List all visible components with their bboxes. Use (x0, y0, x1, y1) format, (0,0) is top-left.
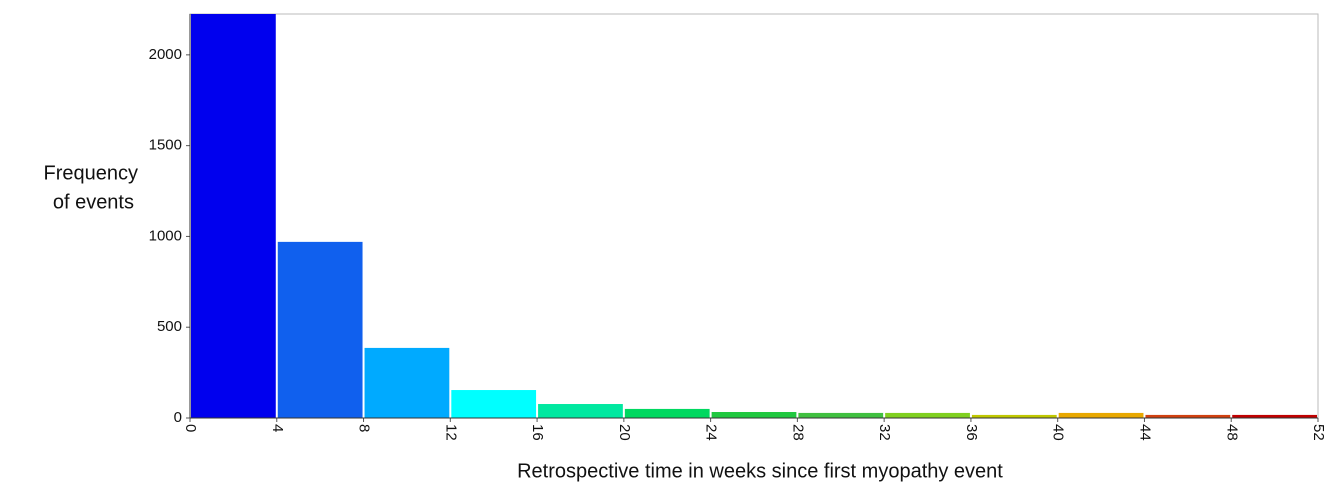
bar (798, 412, 884, 418)
x-tick-label: 20 (616, 424, 633, 441)
y-tick-label: 2000 (149, 46, 182, 63)
y-tick-label: 1000 (149, 227, 182, 244)
x-tick-label: 32 (876, 424, 893, 441)
bar (1058, 412, 1144, 418)
x-tick-label: 12 (442, 424, 459, 441)
bar (885, 412, 970, 418)
x-tick-label: 28 (789, 424, 806, 441)
x-tick-label: 52 (1310, 424, 1327, 441)
bar (971, 414, 1057, 418)
bar (1232, 414, 1317, 418)
bar (364, 347, 450, 418)
x-tick-label: 16 (529, 424, 546, 441)
y-axis-title: Frequency (44, 162, 139, 184)
bar (711, 412, 797, 418)
x-tick-label: 40 (1050, 424, 1067, 441)
bar (624, 408, 710, 418)
y-tick-label: 500 (157, 318, 182, 335)
bar (277, 241, 363, 418)
y-axis-title: of events (53, 191, 134, 213)
x-axis-title: Retrospective time in weeks since first … (517, 460, 1003, 482)
bar (1145, 414, 1231, 418)
x-tick-label: 8 (356, 424, 373, 432)
x-tick-label: 44 (1136, 424, 1153, 441)
y-tick-label: 0 (174, 409, 182, 426)
x-tick-label: 4 (269, 424, 286, 432)
bar (538, 404, 623, 418)
x-tick-label: 0 (182, 424, 199, 432)
bar (451, 390, 537, 418)
x-tick-label: 48 (1223, 424, 1240, 441)
x-tick-label: 24 (703, 424, 720, 441)
bar (191, 14, 276, 418)
y-tick-label: 1500 (149, 137, 182, 154)
x-tick-label: 36 (963, 424, 980, 441)
